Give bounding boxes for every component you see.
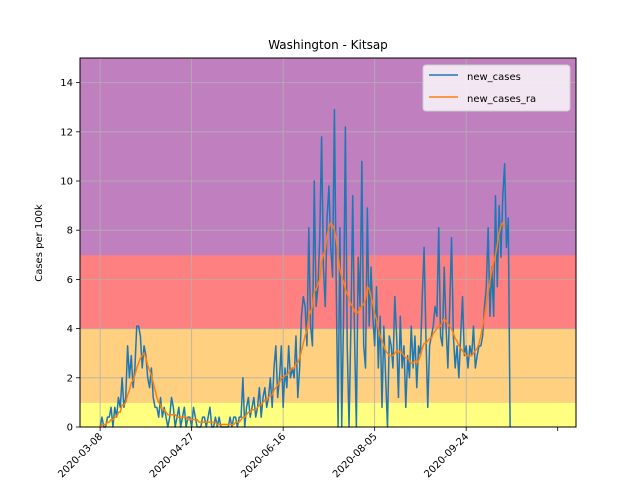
- y-axis-label: Cases per 100k: [34, 204, 45, 282]
- y-tick-label-1: 2: [67, 373, 73, 384]
- x-tick-label-3: 2020-08-05: [331, 431, 380, 480]
- y-tick-label-6: 12: [60, 127, 73, 138]
- chart-title: Washington - Kitsap: [268, 38, 388, 52]
- x-tick-label-1: 2020-04-27: [148, 431, 197, 480]
- legend-label-new-cases-ra: new_cases_ra: [467, 94, 536, 105]
- legend: new_cases new_cases_ra: [422, 64, 571, 112]
- legend-label-new-cases: new_cases: [467, 72, 521, 83]
- plot-frame: [79, 57, 577, 428]
- series-line-new-cases-ra: [99, 222, 506, 428]
- y-tick-label-0: 0: [67, 423, 73, 434]
- y-tick-label-2: 4: [67, 324, 73, 335]
- y-tick-label-7: 14: [60, 78, 73, 89]
- x-tick-label-2: 2020-06-16: [239, 431, 288, 480]
- legend-box: [422, 64, 571, 112]
- x-tick-label-0: 2020-03-08: [56, 431, 105, 480]
- risk-band-1: [80, 328, 576, 403]
- y-tick-label-4: 8: [67, 226, 73, 237]
- series-lines: [99, 108, 511, 428]
- y-axis-ticks: 0 2 4 6 8 10 12 14: [60, 78, 80, 434]
- x-axis-ticks: 2020-03-08 2020-04-27 2020-06-16 2020-08-05…: [56, 427, 559, 480]
- series-line-new-cases: [99, 108, 511, 428]
- y-tick-label-3: 6: [67, 275, 73, 286]
- risk-band-2: [80, 254, 576, 329]
- x-tick-label-4: 2020-09-24: [422, 431, 471, 480]
- y-tick-label-5: 10: [60, 177, 73, 188]
